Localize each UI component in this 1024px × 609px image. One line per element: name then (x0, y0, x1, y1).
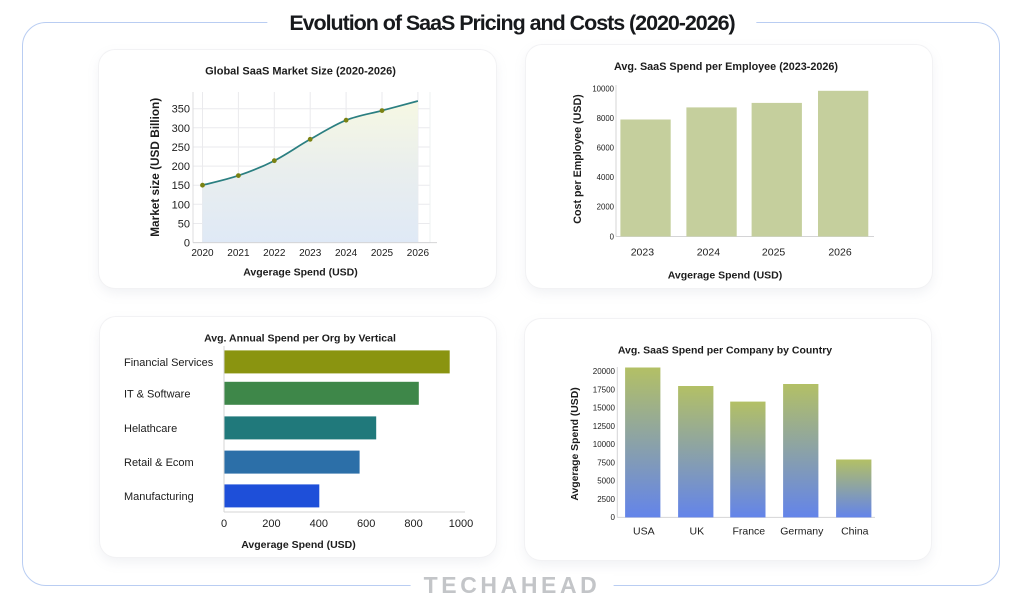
svg-text:1000: 1000 (449, 518, 473, 530)
svg-text:8000: 8000 (597, 114, 615, 123)
svg-text:50: 50 (178, 219, 190, 231)
svg-text:Retail & Ecom: Retail & Ecom (124, 457, 194, 469)
svg-text:Avg. SaaS Spend per Company by: Avg. SaaS Spend per Company by Country (618, 345, 832, 357)
svg-text:Germany: Germany (780, 526, 824, 538)
svg-text:2023: 2023 (299, 248, 322, 259)
svg-text:France: France (732, 526, 765, 538)
svg-text:2021: 2021 (227, 248, 250, 259)
svg-text:600: 600 (357, 518, 375, 530)
svg-text:0: 0 (611, 513, 616, 522)
svg-text:Global SaaS Market Size (2020-: Global SaaS Market Size (2020-2026) (205, 66, 396, 78)
svg-text:200: 200 (262, 518, 280, 530)
svg-text:100: 100 (172, 199, 190, 211)
svg-text:250: 250 (172, 142, 190, 154)
svg-text:2024: 2024 (697, 247, 721, 259)
svg-text:2024: 2024 (335, 248, 358, 259)
svg-text:Market size (USD Billion): Market size (USD Billion) (148, 98, 162, 237)
svg-text:2026: 2026 (828, 247, 852, 259)
svg-text:12500: 12500 (593, 422, 616, 431)
svg-text:Avgerage Spend (USD): Avgerage Spend (USD) (570, 387, 581, 500)
svg-text:0: 0 (184, 238, 190, 250)
svg-text:Avgerage Spend (USD): Avgerage Spend (USD) (243, 267, 358, 279)
svg-text:10000: 10000 (593, 440, 616, 449)
svg-text:20000: 20000 (593, 367, 616, 376)
svg-text:17500: 17500 (593, 385, 616, 394)
svg-text:Avgerage Spend (USD): Avgerage Spend (USD) (668, 270, 783, 282)
svg-text:2026: 2026 (407, 248, 430, 259)
svg-text:200: 200 (172, 161, 190, 173)
svg-text:2000: 2000 (597, 203, 615, 212)
svg-text:4000: 4000 (597, 173, 615, 182)
svg-text:0: 0 (610, 232, 615, 241)
svg-text:IT & Software: IT & Software (124, 388, 190, 400)
svg-text:5000: 5000 (597, 477, 615, 486)
svg-text:Helathcare: Helathcare (124, 423, 177, 435)
svg-text:Avg. SaaS Spend per Employee (: Avg. SaaS Spend per Employee (2023-2026) (614, 61, 838, 73)
svg-text:2020: 2020 (191, 248, 214, 259)
svg-text:USA: USA (633, 526, 655, 538)
svg-text:10000: 10000 (592, 84, 614, 93)
svg-text:UK: UK (690, 526, 705, 538)
svg-text:Manufacturing: Manufacturing (124, 491, 194, 503)
svg-text:300: 300 (172, 123, 190, 135)
svg-text:2025: 2025 (762, 247, 786, 259)
svg-text:Cost per Employee (USD): Cost per Employee (USD) (572, 94, 584, 224)
svg-text:2500: 2500 (597, 495, 615, 504)
svg-text:China: China (841, 526, 869, 538)
svg-text:400: 400 (310, 518, 328, 530)
svg-text:7500: 7500 (597, 458, 615, 467)
svg-text:800: 800 (404, 518, 422, 530)
svg-text:2023: 2023 (631, 247, 655, 259)
svg-text:Financial Services: Financial Services (124, 357, 214, 369)
svg-text:Avg. Annual Spend per Org by V: Avg. Annual Spend per Org by Vertical (204, 333, 396, 345)
svg-text:2025: 2025 (371, 248, 394, 259)
svg-text:Avgerage Spend (USD): Avgerage Spend (USD) (241, 539, 356, 551)
svg-text:150: 150 (172, 180, 190, 192)
svg-text:6000: 6000 (597, 144, 615, 153)
svg-text:2022: 2022 (263, 248, 286, 259)
svg-text:350: 350 (172, 104, 190, 116)
svg-text:15000: 15000 (593, 404, 616, 413)
svg-text:0: 0 (221, 518, 227, 530)
